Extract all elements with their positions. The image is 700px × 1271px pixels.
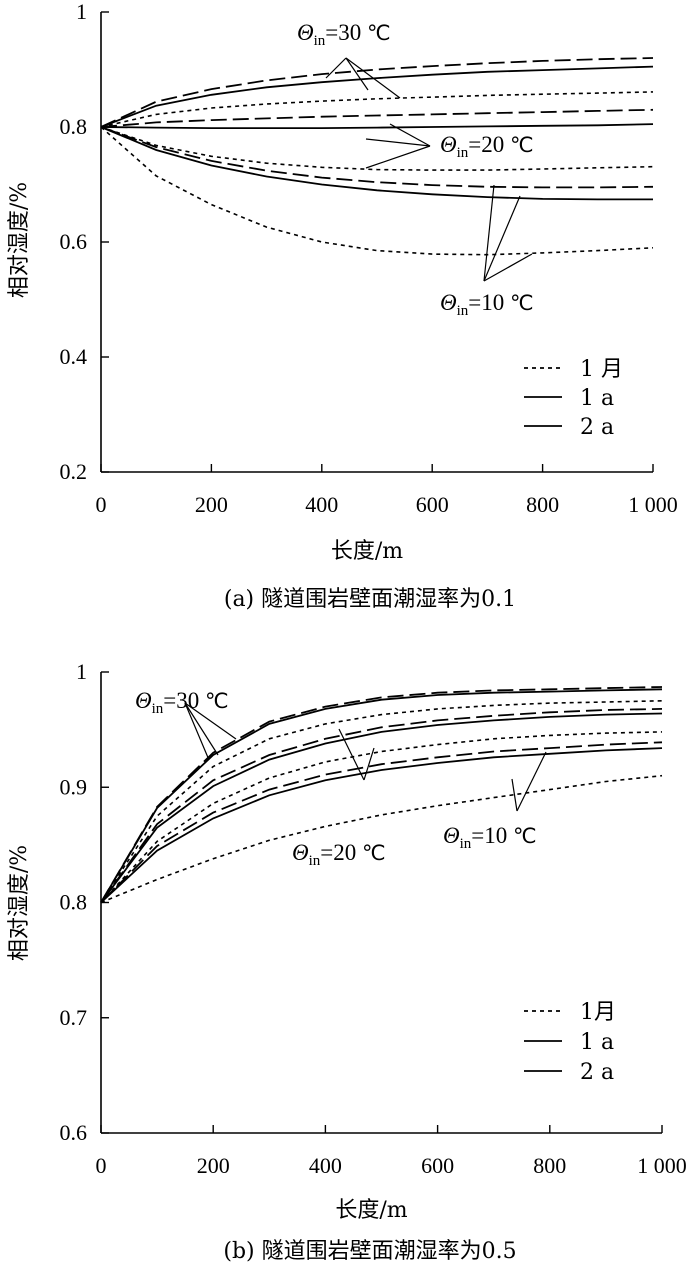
- x-tick-label: 200: [197, 1153, 230, 1178]
- series-line: [100, 108, 654, 128]
- series-line: [100, 712, 663, 904]
- annotation-leader: [483, 253, 533, 282]
- annotation-leader: [345, 57, 401, 99]
- y-tick-label: 1: [76, 659, 87, 684]
- legend-label: 1月: [580, 1000, 616, 1025]
- y-tick-label: 0.8: [60, 890, 88, 915]
- x-axis-title: 长度/m: [335, 1198, 407, 1223]
- panel-caption: (b) 隧道围岩壁面潮湿率为0.5: [223, 1239, 516, 1264]
- annotation-leader: [184, 702, 237, 740]
- y-tick-label: 0.7: [60, 1005, 88, 1030]
- series-line: [100, 686, 663, 903]
- series-line: [100, 91, 654, 128]
- series-line: [100, 65, 654, 128]
- series-line: [100, 688, 663, 903]
- annotation-leader: [511, 778, 518, 812]
- legend-label: 1 a: [580, 1030, 614, 1055]
- y-axis-title: 相对湿度/%: [7, 182, 32, 298]
- y-tick-label: 0.4: [60, 344, 88, 369]
- chart-panel-a: 0.2 0.4 0.6 0.8 1 0 200 400 600 800 1 000 Θin=30 ℃ Θ…: [7, 0, 678, 612]
- x-tick-label: 400: [309, 1153, 342, 1178]
- y-tick-label: 1: [76, 0, 87, 24]
- x-tick-label: 0: [96, 492, 107, 517]
- series-line: [100, 774, 663, 904]
- series-line: [100, 747, 663, 904]
- annotation-leader: [325, 57, 347, 79]
- x-tick-label: 800: [533, 1153, 566, 1178]
- x-tick-label: 800: [526, 492, 559, 517]
- x-axis-title: 长度/m: [331, 539, 403, 564]
- y-tick-label: 0.8: [60, 114, 88, 139]
- annotation-leader: [365, 145, 431, 169]
- series-line: [100, 126, 653, 201]
- series-line: [100, 123, 654, 129]
- annotation-leader: [345, 57, 369, 91]
- x-tick-label: 1 000: [628, 492, 678, 517]
- series-line: [100, 700, 663, 903]
- x-tick-label: 0: [96, 1153, 107, 1178]
- annotation-leader: [184, 702, 210, 761]
- series-line: [100, 731, 663, 904]
- y-tick-label: 0.9: [60, 774, 88, 799]
- series-line: [100, 126, 654, 189]
- annotation-leader: [483, 184, 495, 282]
- series-line: [100, 741, 663, 904]
- x-tick-label: 400: [305, 492, 338, 517]
- series-line: [100, 708, 663, 904]
- x-tick-label: 200: [195, 492, 228, 517]
- panel-caption: (a) 隧道围岩壁面潮湿率为0.1: [224, 587, 516, 612]
- annotation-label: Θin=10 ℃: [440, 290, 534, 319]
- annotation-label: Θin=30 ℃: [297, 20, 391, 49]
- annotation-label: Θin=20 ℃: [440, 132, 534, 161]
- x-tick-label: 600: [421, 1153, 454, 1178]
- y-tick-label: 0.6: [60, 229, 88, 254]
- legend-label: 1 月: [580, 357, 623, 382]
- y-tick-label: 0.6: [60, 1120, 88, 1145]
- annotation-leader: [338, 728, 365, 781]
- x-tick-label: 600: [416, 492, 449, 517]
- legend-label: 1 a: [580, 386, 614, 411]
- annotation-leader: [365, 138, 431, 147]
- series-line: [100, 57, 654, 128]
- series-line: [100, 126, 654, 256]
- annotation-leader: [516, 751, 547, 812]
- y-tick-label: 0.2: [60, 459, 88, 484]
- annotation-label: Θin=20 ℃: [292, 840, 386, 869]
- series-line: [100, 126, 654, 171]
- annotation-label: Θin=30 ℃: [135, 688, 229, 717]
- chart-panel-b: 0.6 0.7 0.8 0.9 1 0 200 400 600 800 1 000 Θin=30 ℃ Θ…: [7, 659, 687, 1264]
- x-tick-label: 1 000: [637, 1153, 687, 1178]
- legend-label: 2 a: [580, 415, 614, 440]
- y-axis-title: 相对湿度/%: [7, 845, 32, 961]
- annotation-leader: [483, 195, 521, 282]
- legend-label: 2 a: [580, 1060, 614, 1085]
- annotation-leader: [184, 702, 219, 756]
- annotation-leader: [389, 123, 431, 147]
- annotation-label: Θin=10 ℃: [443, 823, 537, 852]
- annotation-leader: [363, 747, 375, 781]
